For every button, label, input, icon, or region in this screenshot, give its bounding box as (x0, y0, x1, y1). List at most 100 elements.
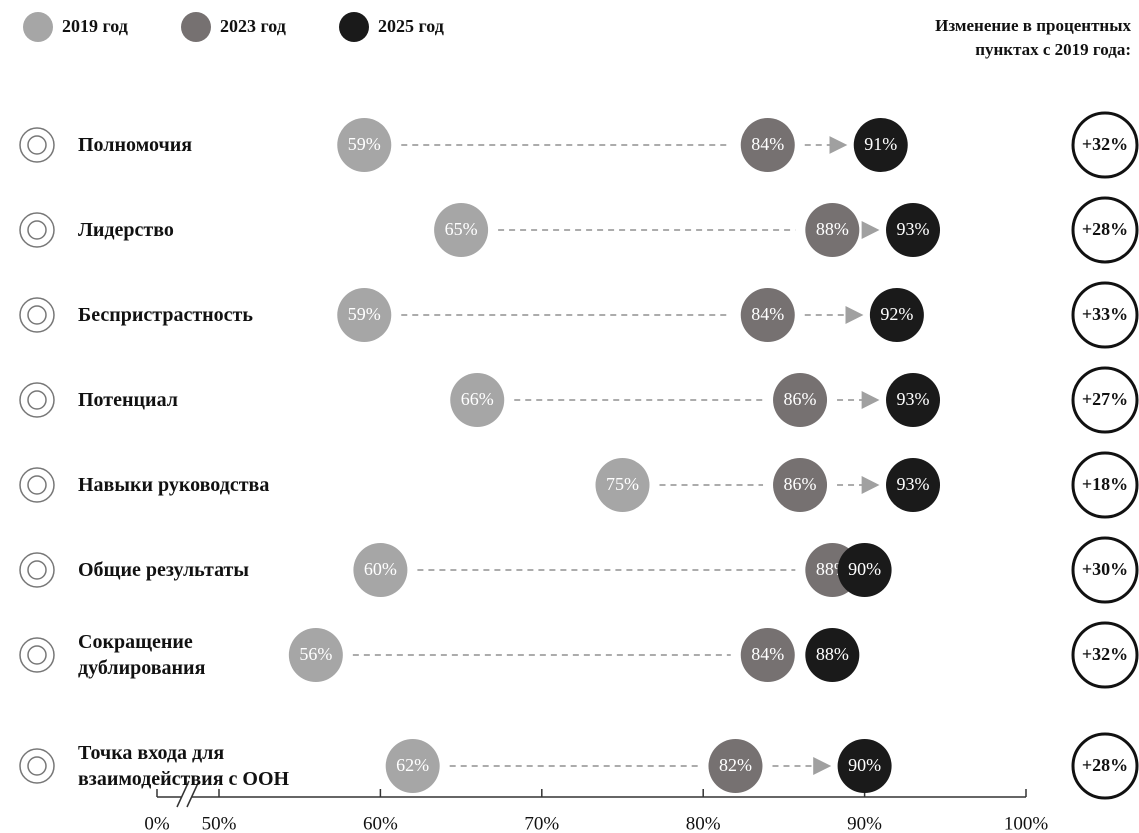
dot-label: 84% (751, 134, 784, 154)
dot (385, 739, 440, 793)
row-icon (27, 560, 47, 580)
axis-break (186, 780, 200, 808)
category-label: Сокращение дублирования (78, 631, 206, 679)
dot (886, 373, 941, 427)
dot-label: 56% (299, 644, 332, 664)
dot (869, 288, 924, 342)
dot (886, 203, 941, 257)
row-icon (27, 305, 47, 325)
row-icon (19, 297, 55, 333)
dot-label: 93% (897, 389, 930, 409)
legend-label: 2025 год (378, 16, 444, 36)
change-badge (1071, 536, 1139, 604)
change-badge (1071, 281, 1139, 349)
dot (773, 373, 828, 427)
dot-label: 65% (445, 219, 478, 239)
dot-label: 60% (364, 559, 397, 579)
axis-break-gap (182, 794, 192, 800)
row-icon (19, 127, 55, 163)
change-label: +28% (1082, 755, 1128, 775)
axis-break (176, 780, 190, 808)
category-label: Беспристрастность (78, 304, 253, 326)
dot (353, 543, 408, 597)
row-icon (27, 220, 47, 240)
row-icon (19, 212, 55, 248)
dot-label: 93% (897, 219, 930, 239)
dot-label: 84% (751, 304, 784, 324)
change-label: +28% (1082, 219, 1128, 239)
dot (886, 458, 941, 512)
row-icon (27, 475, 47, 495)
change-label: +18% (1082, 474, 1128, 494)
dot (595, 458, 650, 512)
dot (805, 203, 860, 257)
dot (805, 628, 860, 682)
dot-label: 93% (897, 474, 930, 494)
row-icon (19, 382, 55, 418)
change-label: +33% (1082, 304, 1128, 324)
row-icon (19, 467, 55, 503)
dot-label: 66% (461, 389, 494, 409)
row-icon (27, 135, 47, 155)
legend-swatch (23, 12, 53, 42)
row-icon (27, 390, 47, 410)
dot-label: 59% (348, 304, 381, 324)
change-badge (1071, 621, 1139, 689)
dot-label: 59% (348, 134, 381, 154)
dot-label: 62% (396, 755, 429, 775)
dot (450, 373, 505, 427)
dot (740, 288, 795, 342)
row-icon (19, 637, 55, 673)
row-icon (27, 645, 47, 665)
change-badge (1071, 196, 1139, 264)
category-label: Лидерство (78, 219, 174, 241)
dot (740, 118, 795, 172)
change-badge (1071, 366, 1139, 434)
dot-label: 82% (719, 755, 752, 775)
dot-label: 90% (848, 755, 881, 775)
dot (708, 739, 763, 793)
dot-label: 86% (784, 474, 817, 494)
x-tick-label: 60% (363, 813, 398, 833)
dot (837, 739, 892, 793)
dot (837, 543, 892, 597)
category-label: Навыки руководства (78, 474, 270, 496)
dot (337, 288, 392, 342)
x-tick-label: 100% (1004, 813, 1049, 833)
change-title: Изменение в процентных пунктах с 2019 го… (935, 16, 1131, 59)
legend-label: 2019 год (62, 16, 128, 36)
dot-label: 84% (751, 644, 784, 664)
x-tick-label: 80% (686, 813, 721, 833)
dot (740, 628, 795, 682)
dot (288, 628, 343, 682)
category-label: Полномочия (78, 134, 193, 156)
dot (434, 203, 489, 257)
category-label: Общие результаты (78, 559, 249, 581)
change-label: +30% (1082, 559, 1128, 579)
row-icon (19, 552, 55, 588)
x-tick-label: 50% (202, 813, 237, 833)
dot-label: 90% (848, 559, 881, 579)
change-badge (1071, 451, 1139, 519)
change-badge (1071, 732, 1139, 800)
change-label: +32% (1082, 644, 1128, 664)
legend-swatch (181, 12, 211, 42)
dot (853, 118, 908, 172)
dot (337, 118, 392, 172)
legend-label: 2023 год (220, 16, 286, 36)
dot-label: 88% (816, 644, 849, 664)
category-label: Точка входа для взаимодействия с ООН (78, 742, 290, 790)
dot-label: 92% (880, 304, 913, 324)
dot-label: 88% (816, 219, 849, 239)
change-badge (1071, 111, 1139, 179)
x-tick-label: 70% (524, 813, 559, 833)
row-icon (19, 748, 55, 784)
dot-label: 75% (606, 474, 639, 494)
category-label: Потенциал (78, 389, 178, 411)
legend-swatch (339, 12, 369, 42)
x-tick-label: 90% (847, 813, 882, 833)
dot-label: 86% (784, 389, 817, 409)
dot (773, 458, 828, 512)
